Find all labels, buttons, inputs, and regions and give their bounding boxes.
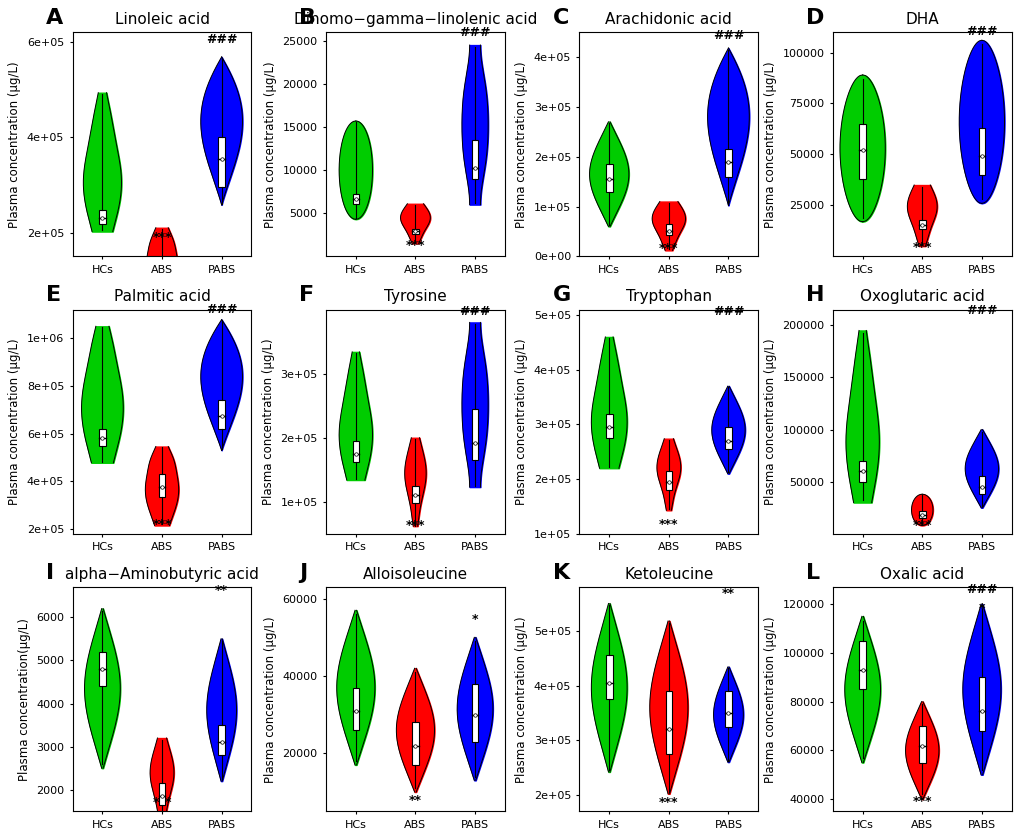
Y-axis label: Plasma concentration (μg/L): Plasma concentration (μg/L) [515,339,528,505]
Title: Oxalic acid: Oxalic acid [879,566,963,582]
Text: ***: *** [658,795,678,809]
Y-axis label: Plasma concentration (μg/L): Plasma concentration (μg/L) [264,616,277,783]
Title: Dihomo−gamma−linolenic acid: Dihomo−gamma−linolenic acid [293,12,537,27]
Text: ***: *** [152,519,171,531]
Bar [918,220,924,229]
Bar [725,691,731,727]
Text: I: I [46,562,54,582]
Text: ###: ### [459,305,490,318]
Bar [412,486,418,503]
Text: **: ** [409,794,422,808]
Bar [159,261,165,280]
Bar [99,429,106,446]
Title: Alloisoleucine: Alloisoleucine [363,566,468,582]
Bar [859,461,865,482]
Text: ***: *** [912,241,931,254]
Text: *: * [472,613,478,626]
Text: ###: ### [712,305,744,318]
Text: ###: ### [712,29,744,42]
Y-axis label: Plasma concentration (μg/L): Plasma concentration (μg/L) [763,339,776,505]
Bar [665,224,672,235]
Bar [665,691,672,754]
Bar [99,652,106,686]
Bar [472,409,478,460]
Text: *: * [977,602,984,615]
Text: D: D [805,8,823,28]
Y-axis label: Plasma concentration (μg/L): Plasma concentration (μg/L) [8,339,21,505]
Text: C: C [552,8,569,28]
Title: Tryptophan: Tryptophan [626,289,711,304]
Bar [412,722,418,765]
Title: Ketoleucine: Ketoleucine [624,566,713,582]
Bar [665,471,672,490]
Y-axis label: Plasma concentration (μg/L): Plasma concentration (μg/L) [8,61,21,228]
Bar [412,229,418,234]
Bar [918,726,924,763]
Title: Tyrosine: Tyrosine [384,289,446,304]
Bar [353,441,359,462]
Bar [218,401,224,429]
Bar [353,688,359,730]
Text: **: ** [215,583,228,597]
Title: Arachidonic acid: Arachidonic acid [605,12,732,27]
Text: J: J [299,562,307,582]
Bar [605,413,611,438]
Bar [159,784,165,804]
Text: H: H [805,285,823,305]
Text: ***: *** [912,794,931,808]
Text: **: ** [721,587,735,600]
Text: ***: *** [912,519,931,532]
Text: ###: ### [965,25,997,39]
Text: ***: *** [406,519,425,532]
Text: ***: *** [658,518,678,531]
Bar [472,140,478,178]
Bar [977,677,984,731]
Bar [918,511,924,518]
Text: G: G [552,285,571,305]
Bar [99,210,106,224]
Bar [725,149,731,177]
Bar [605,164,611,192]
Bar [977,477,984,494]
Y-axis label: Plasma concentration (μg/L): Plasma concentration (μg/L) [763,61,776,228]
Text: F: F [299,285,314,305]
Title: DHA: DHA [905,12,938,27]
Text: ###: ### [965,304,997,317]
Title: Palmitic acid: Palmitic acid [113,289,210,304]
Y-axis label: Plasma concentration (μg/L): Plasma concentration (μg/L) [264,61,277,228]
Text: ***: *** [406,239,425,252]
Text: ###: ### [206,303,237,316]
Y-axis label: Plasma concentration(μg/L): Plasma concentration(μg/L) [17,618,31,781]
Text: ###: ### [206,34,237,46]
Y-axis label: Plasma concentration (μg/L): Plasma concentration (μg/L) [262,339,274,505]
Title: alpha−Aminobutyric acid: alpha−Aminobutyric acid [65,566,259,582]
Bar [353,194,359,204]
Text: L: L [805,562,819,582]
Y-axis label: Plasma concentration (μg/L): Plasma concentration (μg/L) [515,616,528,783]
Bar [859,124,865,178]
Bar [725,427,731,449]
Text: ***: *** [152,796,171,810]
Bar [859,641,865,690]
Bar [218,137,224,187]
Bar [605,655,611,699]
Bar [159,474,165,497]
Text: E: E [46,285,61,305]
Bar [218,725,224,755]
Text: B: B [299,8,316,28]
Bar [472,684,478,742]
Text: ###: ### [459,26,490,39]
Title: Oxoglutaric acid: Oxoglutaric acid [859,289,983,304]
Text: ***: *** [152,231,171,245]
Bar [977,128,984,175]
Y-axis label: Plasma concentration (μg/L): Plasma concentration (μg/L) [763,616,776,783]
Y-axis label: Plasma concentration (μg/L): Plasma concentration (μg/L) [515,61,528,228]
Text: ***: *** [658,242,678,255]
Text: ###: ### [965,582,997,596]
Text: A: A [46,8,63,28]
Text: K: K [552,562,570,582]
Title: Linoleic acid: Linoleic acid [114,12,209,27]
